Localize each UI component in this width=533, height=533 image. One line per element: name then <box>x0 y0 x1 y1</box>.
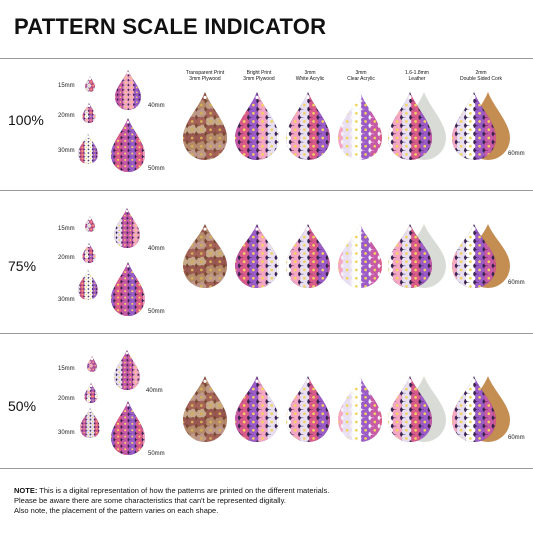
size-label-40mm: 40mm <box>148 103 165 109</box>
earring-white-acrylic <box>286 376 330 442</box>
divider-bottom <box>0 468 533 469</box>
material-label-line1: 3mm <box>355 70 367 76</box>
material-label-bright-plywood: Bright Print 3mm Plywood <box>228 70 290 82</box>
size-sample-earring <box>111 262 145 316</box>
page-title: PATTERN SCALE INDICATOR <box>14 14 327 39</box>
footer-note: NOTE: This is a digital representation o… <box>14 486 329 516</box>
size-label-15mm: 15mm <box>58 83 75 89</box>
size-sample-earring <box>80 408 100 438</box>
scale-label-50: 50% <box>8 398 37 414</box>
material-label-line1: 3mm <box>304 70 316 76</box>
size-sample-earring <box>114 208 140 248</box>
divider-top <box>0 58 533 59</box>
scale-label-75: 75% <box>8 258 37 274</box>
material-label-line2: 3mm Plywood <box>243 76 275 82</box>
size-label-20mm: 20mm <box>58 255 75 261</box>
note-line-1: This is a digital representation of how … <box>39 486 330 495</box>
earring-clear-acrylic <box>338 224 382 288</box>
material-label-line1: 1.6-1.8mm <box>405 70 429 76</box>
size-sample-earring <box>114 350 140 390</box>
size-label-20mm: 20mm <box>58 396 75 402</box>
material-label-line2: 3mm Plywood <box>189 76 221 82</box>
note-heading: NOTE: <box>14 486 38 495</box>
earring-clear-acrylic <box>338 92 382 160</box>
size-label-60mm: 60mm <box>508 280 525 286</box>
earring-clear-acrylic <box>338 376 382 442</box>
size-sample-earring <box>87 356 97 372</box>
material-label-line1: 2mm <box>475 70 487 76</box>
material-label-leather: 1.6-1.8mm Leather <box>386 70 448 82</box>
material-label-cork: 2mm Double Sided Cork <box>450 70 512 82</box>
size-label-60mm: 60mm <box>508 151 525 157</box>
scale-label-100: 100% <box>8 112 44 128</box>
size-label-60mm: 60mm <box>508 435 525 441</box>
size-label-50mm: 50mm <box>148 166 165 172</box>
size-label-50mm: 50mm <box>148 451 165 457</box>
earring-bright-plywood <box>235 92 279 160</box>
earring-transparent-plywood <box>183 224 227 288</box>
earring-transparent-plywood <box>183 376 227 442</box>
size-label-30mm: 30mm <box>58 148 75 154</box>
earring-bright-plywood <box>235 224 279 288</box>
note-line-3: Also note, the placement of the pattern … <box>14 506 219 515</box>
material-label-clear-acrylic: 3mm Clear Acrylic <box>330 70 392 82</box>
size-sample-earring <box>85 216 95 232</box>
earring-white-acrylic <box>286 92 330 160</box>
divider-1 <box>0 190 533 191</box>
size-sample-earring <box>78 270 98 300</box>
earring-transparent-plywood <box>183 92 227 160</box>
size-sample-earring <box>82 243 96 263</box>
material-label-line2: White Acrylic <box>295 76 325 82</box>
material-label-line2: Leather <box>408 76 426 82</box>
material-label-line1: Transparent Print <box>185 70 225 76</box>
size-label-15mm: 15mm <box>58 366 75 372</box>
size-label-20mm: 20mm <box>58 113 75 119</box>
size-sample-earring <box>84 383 98 404</box>
size-sample-earring <box>111 401 145 455</box>
size-sample-earring <box>78 134 98 164</box>
size-sample-earring <box>82 103 96 124</box>
divider-2 <box>0 333 533 334</box>
material-label-white-acrylic: 3mm White Acrylic <box>279 70 341 82</box>
size-sample-earring <box>115 70 141 110</box>
earring-white-acrylic <box>286 224 330 288</box>
size-sample-earring <box>111 118 145 172</box>
material-label-line1: Bright Print <box>246 70 272 76</box>
size-sample-earring <box>85 76 95 92</box>
note-line-2: Please be aware there are some character… <box>14 496 286 505</box>
size-label-30mm: 30mm <box>58 430 75 436</box>
material-label-transparent-plywood: Transparent Print 3mm Plywood <box>174 70 236 82</box>
size-label-40mm: 40mm <box>146 388 163 394</box>
earring-bright-plywood <box>235 376 279 442</box>
material-label-line2: Clear Acrylic <box>347 76 375 82</box>
size-label-40mm: 40mm <box>148 246 165 252</box>
size-label-15mm: 15mm <box>58 226 75 232</box>
material-label-line2: Double Sided Cork <box>460 76 502 82</box>
size-label-50mm: 50mm <box>148 309 165 315</box>
size-label-30mm: 30mm <box>58 297 75 303</box>
